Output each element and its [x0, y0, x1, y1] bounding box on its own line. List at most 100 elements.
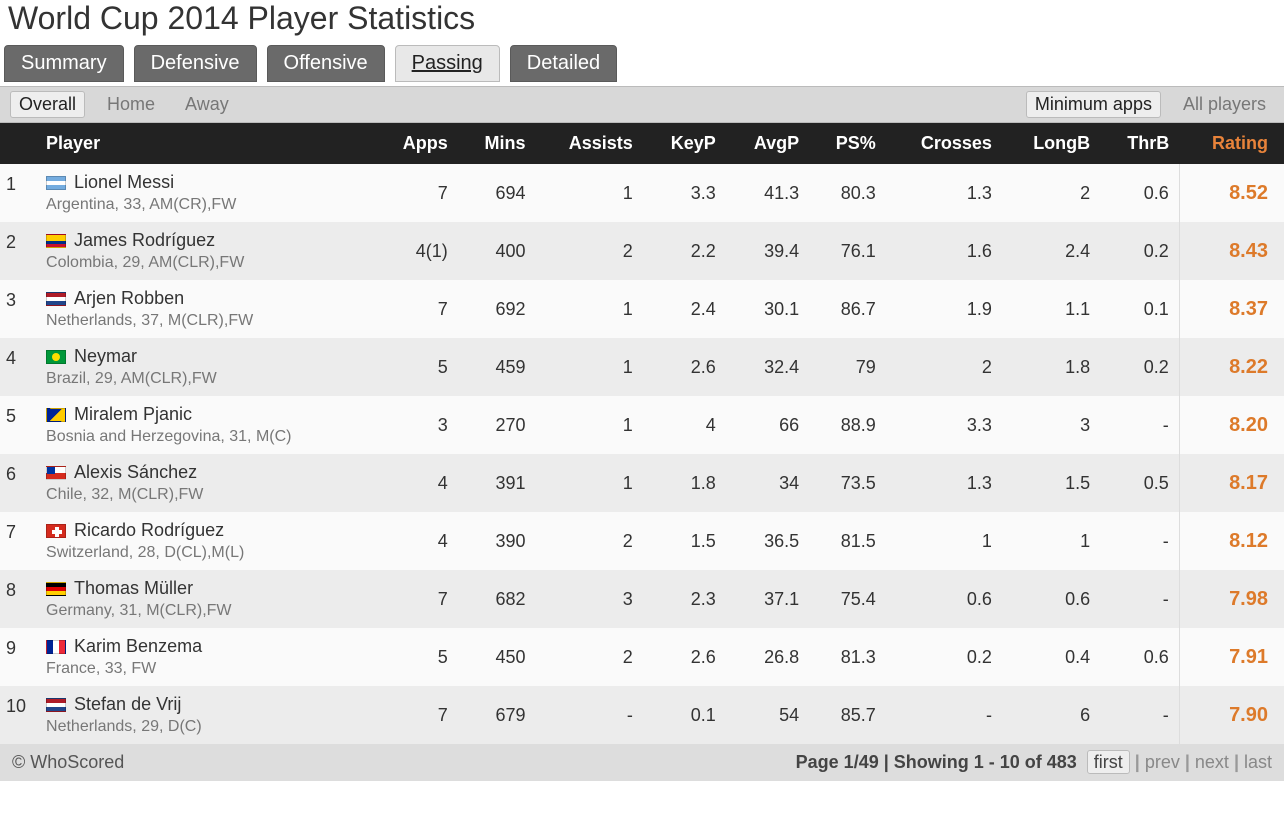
filter-overall[interactable]: Overall	[10, 91, 85, 118]
cell-ps: 73.5	[809, 454, 886, 512]
col-rank[interactable]	[0, 123, 36, 164]
cell-longb: 0.6	[1002, 570, 1100, 628]
page-title: World Cup 2014 Player Statistics	[0, 0, 1284, 45]
filter-home[interactable]: Home	[99, 92, 163, 117]
tab-offensive[interactable]: Offensive	[267, 45, 385, 82]
cell-player: Lionel Messi Argentina, 33, AM(CR),FW	[36, 164, 375, 222]
tab-passing[interactable]: Passing	[395, 45, 500, 82]
cell-keyp: 2.4	[643, 280, 726, 338]
cell-mins: 682	[458, 570, 536, 628]
separator: |	[1130, 752, 1145, 772]
cell-crosses: 1.6	[886, 222, 1002, 280]
cell-longb: 2.4	[1002, 222, 1100, 280]
player-name[interactable]: Neymar	[74, 346, 137, 367]
cell-keyp: 2.3	[643, 570, 726, 628]
cell-ps: 80.3	[809, 164, 886, 222]
col-ps%[interactable]: PS%	[809, 123, 886, 164]
table-row: 9Karim BenzemaFrance, 33, FW545022.626.8…	[0, 628, 1284, 686]
tab-summary[interactable]: Summary	[4, 45, 124, 82]
cell-player: Thomas MüllerGermany, 31, M(CLR),FW	[36, 570, 375, 628]
cell-rating: 8.22	[1179, 338, 1284, 396]
cell-apps: 7	[375, 570, 458, 628]
cell-thrb: -	[1100, 570, 1179, 628]
cell-avgp: 39.4	[726, 222, 809, 280]
cell-ps: 81.5	[809, 512, 886, 570]
player-name[interactable]: Arjen Robben	[74, 288, 184, 309]
cell-apps: 3	[375, 396, 458, 454]
col-longb[interactable]: LongB	[1002, 123, 1100, 164]
flag-icon	[46, 408, 66, 422]
cell-mins: 679	[458, 686, 536, 744]
col-avgp[interactable]: AvgP	[726, 123, 809, 164]
col-keyp[interactable]: KeyP	[643, 123, 726, 164]
player-name[interactable]: Alexis Sánchez	[74, 462, 197, 483]
flag-icon	[46, 582, 66, 596]
col-apps[interactable]: Apps	[375, 123, 458, 164]
table-row: 8Thomas MüllerGermany, 31, M(CLR),FW7682…	[0, 570, 1284, 628]
secondary-left: Overall Home Away	[10, 91, 237, 118]
filter-away[interactable]: Away	[177, 92, 237, 117]
player-name[interactable]: Karim Benzema	[74, 636, 202, 657]
page-next[interactable]: next	[1195, 752, 1229, 772]
cell-longb: 1	[1002, 512, 1100, 570]
flag-icon	[46, 176, 66, 190]
player-name[interactable]: Miralem Pjanic	[74, 404, 192, 425]
cell-rank: 1	[0, 164, 36, 222]
table-row: 1Lionel MessiArgentina, 33, AM(CR),FW769…	[0, 164, 1284, 222]
col-player[interactable]: Player	[36, 123, 375, 164]
filter-minimum-apps[interactable]: Minimum apps	[1026, 91, 1161, 118]
page-prev[interactable]: prev	[1145, 752, 1180, 772]
page-last[interactable]: last	[1244, 752, 1272, 772]
flag-icon	[46, 466, 66, 480]
cell-avgp: 32.4	[726, 338, 809, 396]
secondary-right: Minimum apps All players	[1026, 91, 1274, 118]
cell-thrb: 0.2	[1100, 222, 1179, 280]
cell-apps: 4	[375, 454, 458, 512]
filter-all-players[interactable]: All players	[1175, 92, 1274, 117]
cell-player: NeymarBrazil, 29, AM(CLR),FW	[36, 338, 375, 396]
cell-rank: 7	[0, 512, 36, 570]
cell-assists: 1	[536, 338, 643, 396]
cell-keyp: 2.6	[643, 628, 726, 686]
cell-thrb: 0.6	[1100, 628, 1179, 686]
cell-mins: 694	[458, 164, 536, 222]
cell-rating: 8.20	[1179, 396, 1284, 454]
cell-thrb: 0.1	[1100, 280, 1179, 338]
cell-longb: 2	[1002, 164, 1100, 222]
player-meta: Colombia, 29, AM(CLR),FW	[46, 254, 365, 272]
cell-keyp: 4	[643, 396, 726, 454]
cell-longb: 3	[1002, 396, 1100, 454]
separator: |	[1180, 752, 1195, 772]
player-name[interactable]: Ricardo Rodríguez	[74, 520, 224, 541]
cell-crosses: 0.2	[886, 628, 1002, 686]
cell-ps: 88.9	[809, 396, 886, 454]
col-assists[interactable]: Assists	[536, 123, 643, 164]
cell-apps: 7	[375, 686, 458, 744]
cell-apps: 5	[375, 628, 458, 686]
player-meta: Argentina, 33, AM(CR),FW	[46, 196, 365, 214]
table-row: 5Miralem PjanicBosnia and Herzegovina, 3…	[0, 396, 1284, 454]
cell-ps: 81.3	[809, 628, 886, 686]
player-name[interactable]: James Rodríguez	[74, 230, 215, 251]
page-first[interactable]: first	[1087, 750, 1130, 774]
separator: |	[1229, 752, 1244, 772]
player-name[interactable]: Stefan de Vrij	[74, 694, 181, 715]
col-rating[interactable]: Rating	[1179, 123, 1284, 164]
cell-player: Stefan de VrijNetherlands, 29, D(C)	[36, 686, 375, 744]
tab-defensive[interactable]: Defensive	[134, 45, 257, 82]
tab-detailed[interactable]: Detailed	[510, 45, 617, 82]
cell-longb: 1.5	[1002, 454, 1100, 512]
cell-rating: 8.17	[1179, 454, 1284, 512]
col-mins[interactable]: Mins	[458, 123, 536, 164]
cell-avgp: 41.3	[726, 164, 809, 222]
col-thrb[interactable]: ThrB	[1100, 123, 1179, 164]
cell-thrb: -	[1100, 686, 1179, 744]
header-row: PlayerAppsMinsAssistsKeyPAvgPPS%CrossesL…	[0, 123, 1284, 164]
cell-thrb: -	[1100, 396, 1179, 454]
cell-keyp: 2.2	[643, 222, 726, 280]
cell-apps: 5	[375, 338, 458, 396]
page-info: Page 1/49 | Showing 1 - 10 of 483	[796, 752, 1077, 773]
player-name[interactable]: Lionel Messi	[74, 172, 174, 193]
col-crosses[interactable]: Crosses	[886, 123, 1002, 164]
player-name[interactable]: Thomas Müller	[74, 578, 193, 599]
